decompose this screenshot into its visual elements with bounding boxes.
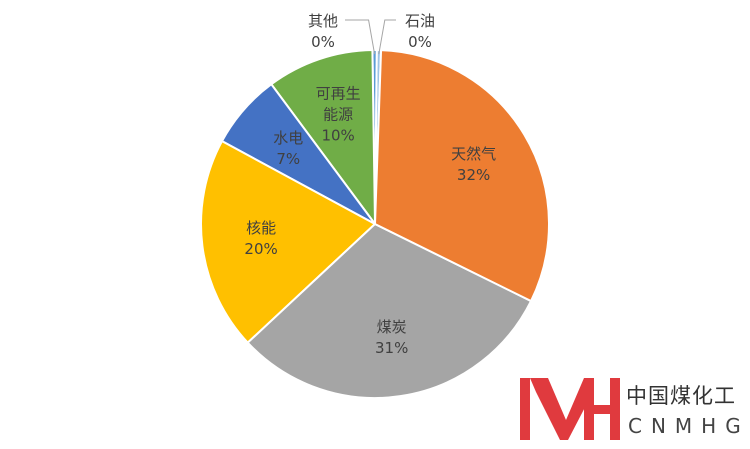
category-label: 可再生能源 [315,84,361,124]
leader-line [345,19,376,55]
category-label: 其他 [307,12,339,30]
logo-mark [520,378,620,440]
pie-slice [246,222,533,399]
category-label: 核能 [246,218,277,237]
value-label: 20% [244,239,278,258]
category-label: 石油 [404,12,436,30]
pie-slice [269,49,377,228]
category-label: 水电 [273,128,304,147]
value-label: 10% [321,126,355,145]
pie-slice [373,49,550,303]
data-label: 天然气 32% [451,144,496,186]
value-label: 32% [456,166,491,185]
value-label: 0% [311,33,335,51]
category-label: 煤炭 [376,317,407,336]
category-label: 天然气 [451,145,497,164]
leader-line [378,19,396,55]
logo-text: CNMHG [628,414,750,438]
data-label: 可再生能源 10% [313,84,363,147]
data-label: 核能 20% [244,218,277,260]
data-label: 石油 0% [405,11,435,53]
value-label: 7% [276,149,301,168]
pie-slice [200,139,377,345]
data-label: 煤炭 31% [375,317,408,359]
value-label: 31% [375,338,409,357]
data-label: 其他 0% [308,11,338,53]
value-label: 0% [408,33,432,51]
data-label: 水电 7% [273,128,303,170]
logo-text: 中国煤化工 [626,384,736,408]
